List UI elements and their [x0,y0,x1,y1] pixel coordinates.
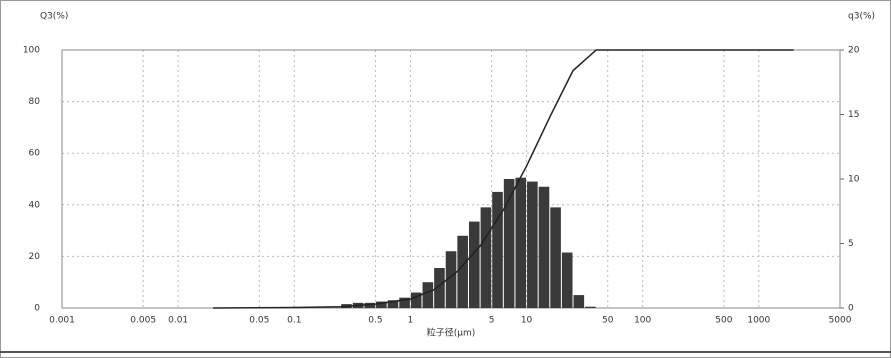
bar [480,207,492,308]
y-tick-label: 60 [29,149,41,159]
bar [410,292,422,308]
y-tick-label: 40 [29,200,41,210]
y2-axis-title: q3(%) [848,12,875,22]
x-tick-label: 500 [715,316,732,326]
bar [399,297,410,308]
x-tick-label: 0.1 [287,316,301,326]
y2-tick-label: 20 [848,46,860,56]
bar [561,252,573,308]
bar [538,186,550,308]
y2-tick-label: 5 [848,239,854,249]
x-tick-label: 100 [634,316,651,326]
bar [364,302,376,308]
x-tick-label: 0.005 [130,316,156,326]
x-tick-label: 0.5 [368,316,382,326]
bar [457,235,468,308]
bar [585,306,596,308]
x-tick-label: 5000 [829,316,852,326]
bar [492,191,503,308]
bar [515,177,527,308]
bar [422,282,434,308]
x-tick-label: 1 [408,316,414,326]
bar [503,179,515,308]
x-tick-label: 5 [489,316,495,326]
cumulative-line [213,49,794,309]
bar [527,181,538,308]
bar [468,221,480,308]
y2-tick-label: 10 [848,175,860,185]
x-tick-label: 10 [521,316,533,326]
x-tick-label: 0.001 [49,316,75,326]
y2-tick-label: 0 [848,304,854,314]
bar [387,300,399,308]
bar [445,251,457,308]
y2-tick-label: 15 [848,110,859,120]
bar [573,295,585,308]
y-tick-label: 0 [34,304,40,314]
bar [376,301,387,308]
x-tick-label: 50 [602,316,614,326]
bar [434,268,445,308]
bar [550,207,561,308]
x-tick-label: 0.01 [168,316,188,326]
x-axis-title: 粒子径(μm) [427,327,476,339]
y-tick-label: 20 [29,252,41,262]
x-tick-label: 1000 [747,316,770,326]
y-tick-label: 80 [29,97,41,107]
y-axis-title: Q3(%) [40,12,68,22]
y-tick-label: 100 [23,46,40,56]
x-tick-label: 0.05 [249,316,269,326]
